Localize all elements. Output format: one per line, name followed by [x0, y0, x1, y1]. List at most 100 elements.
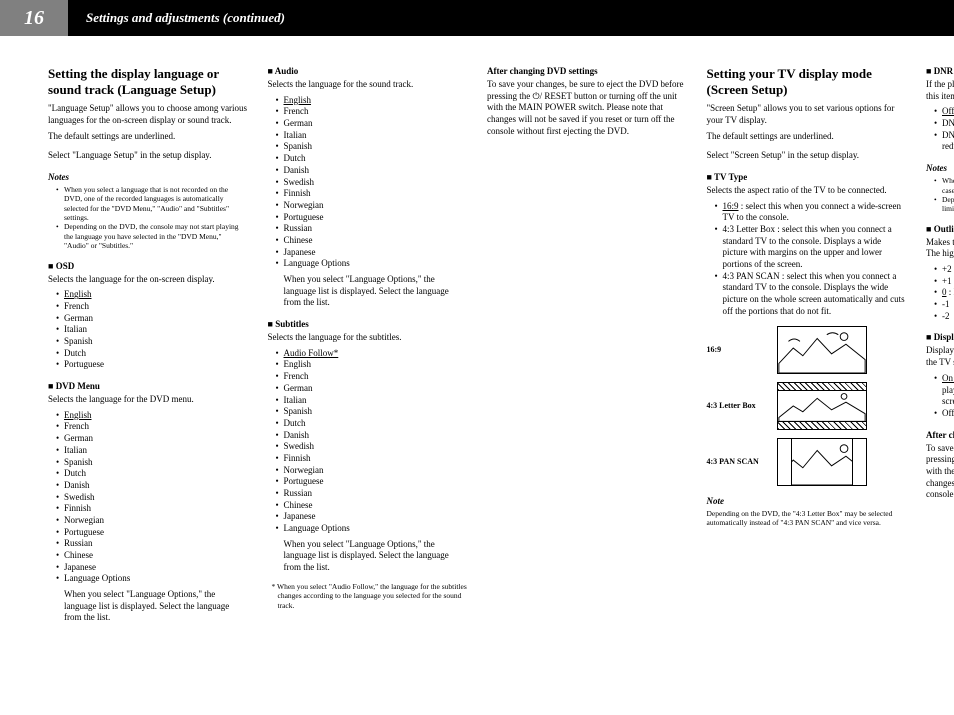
list-item: Italian [276, 395, 468, 407]
display-desc: Displays or turns off the playing status… [926, 345, 954, 368]
dnr-notes-label: Notes [926, 163, 954, 173]
outline-list: +2 +1 0 : Normally select this position.… [926, 264, 954, 322]
osd-heading: OSD [48, 261, 248, 271]
section1-intro3: Select "Language Setup" in the setup dis… [48, 150, 248, 162]
list-item: Japanese [276, 247, 468, 259]
outline-heading: Outline Sharpening [926, 224, 954, 234]
list-item: English [56, 410, 248, 422]
list-item: Finnish [56, 503, 248, 515]
list-item: Swedish [276, 441, 468, 453]
list-item: Norwegian [56, 515, 248, 527]
list-item: Spanish [56, 336, 248, 348]
aspect-panscan: 4:3 PAN SCAN [707, 438, 907, 486]
list-item: Italian [56, 445, 248, 457]
list-item: Language Options [276, 258, 468, 270]
page-body: Setting the display language or sound tr… [0, 36, 954, 676]
list-item: 0 : Normally select this position. [934, 287, 954, 299]
list-item: +2 [934, 264, 954, 276]
list-item: Italian [56, 324, 248, 336]
note-item: When you select a language that is not r… [56, 185, 248, 223]
note-item: Depending on the DVD, the DNR function m… [934, 195, 954, 214]
audio-desc: Selects the language for the sound track… [268, 79, 468, 91]
list-item: French [276, 106, 468, 118]
dnr-heading: DNR (Digital Noise Reduction) [926, 66, 954, 76]
subtitles-langopt-text: When you select "Language Options," the … [268, 539, 468, 574]
dnr-notes-list: When you select "DNR2," an afterimage ma… [926, 176, 954, 214]
list-item: Portuguese [276, 476, 468, 488]
list-item: Portuguese [56, 359, 248, 371]
list-item: Spanish [56, 457, 248, 469]
list-item: Spanish [276, 141, 468, 153]
list-item: Danish [276, 430, 468, 442]
aspect-figure-16-9 [777, 326, 867, 374]
list-item: Off : Normally select this position. [934, 106, 954, 118]
display-heading: Display [926, 332, 954, 342]
list-item: German [56, 313, 248, 325]
osd-desc: Selects the language for the on-screen d… [48, 274, 248, 286]
dvdmenu-langopt-text: When you select "Language Options," the … [48, 589, 248, 624]
list-item: +1 [934, 276, 954, 288]
list-item: 4:3 PAN SCAN : select this when you conn… [715, 271, 907, 318]
list-item: Audio Follow* [276, 348, 468, 360]
subtitles-list: Audio Follow* English French German Ital… [268, 348, 468, 535]
audio-langopt-text: When you select "Language Options," the … [268, 274, 468, 309]
list-item: Portuguese [56, 527, 248, 539]
aspect-16-9: 16:9 [707, 326, 907, 374]
after-change-text-2: To save your changes, be sure to eject t… [926, 443, 954, 501]
dnr-desc: If the playback picture has noise or int… [926, 79, 954, 102]
list-item: German [276, 118, 468, 130]
after-change-heading-1: After changing DVD settings [487, 66, 687, 76]
dvdmenu-heading: DVD Menu [48, 381, 248, 391]
list-item: Japanese [276, 511, 468, 523]
aspect-label: 4:3 PAN SCAN [707, 457, 777, 466]
aspect-figure-letterbox [777, 382, 867, 430]
tvtype-desc: Selects the aspect ratio of the TV to be… [707, 185, 907, 197]
after-change-text-1: To save your changes, be sure to eject t… [487, 79, 687, 137]
aspect-label: 16:9 [707, 345, 777, 354]
subtitles-heading: Subtitles [268, 319, 468, 329]
list-item: Russian [276, 223, 468, 235]
list-item: 16:9 : select this when you connect a wi… [715, 201, 907, 224]
header-title: Settings and adjustments (continued) [86, 10, 285, 26]
list-item: Dutch [56, 468, 248, 480]
tvtype-heading: TV Type [707, 172, 907, 182]
section2-intro3: Select "Screen Setup" in the setup displ… [707, 150, 907, 162]
list-item: Chinese [276, 500, 468, 512]
list-item: French [56, 421, 248, 433]
list-item: Dutch [276, 418, 468, 430]
list-item: Swedish [276, 177, 468, 189]
list-item: Chinese [276, 235, 468, 247]
list-item: Danish [276, 165, 468, 177]
page-number: 16 [0, 0, 68, 36]
tvtype-list: 16:9 : select this when you connect a wi… [707, 201, 907, 318]
tvtype-note-label: Note [707, 496, 907, 506]
list-item: DNR2 : makes the picture even clearer by… [934, 130, 954, 153]
list-item: Russian [276, 488, 468, 500]
display-list: On : When you operate the DVD player, th… [926, 373, 954, 420]
dvdmenu-list: English French German Italian Spanish Du… [48, 410, 248, 585]
list-item: Language Options [56, 573, 248, 585]
list-item: 4:3 Letter Box : select this when you co… [715, 224, 907, 271]
list-item: Finnish [276, 188, 468, 200]
tvtype-note-text: Depending on the DVD, the "4:3 Letter Bo… [707, 509, 907, 529]
list-item: Portuguese [276, 212, 468, 224]
note-item: Depending on the DVD, the console may no… [56, 222, 248, 250]
section2-intro1: "Screen Setup" allows you to set various… [707, 103, 907, 126]
list-item: Spanish [276, 406, 468, 418]
list-item: -2 [934, 311, 954, 323]
list-item: Off : The playing status is not displaye… [934, 408, 954, 420]
aspect-figure-panscan [777, 438, 867, 486]
list-item: DNR1 : makes the picture clear by reduci… [934, 118, 954, 130]
list-item: Italian [276, 130, 468, 142]
list-item: -1 [934, 299, 954, 311]
after-change-heading-2: After changing DVD settings [926, 430, 954, 440]
audio-heading: Audio [268, 66, 468, 76]
list-item: On : When you operate the DVD player, th… [934, 373, 954, 408]
list-item: Russian [56, 538, 248, 550]
section1-heading: Setting the display language or sound tr… [48, 66, 248, 97]
osd-list: English French German Italian Spanish Du… [48, 289, 248, 371]
list-item: Swedish [56, 492, 248, 504]
section1-notes-label: Notes [48, 172, 248, 182]
list-item: French [56, 301, 248, 313]
list-item: Danish [56, 480, 248, 492]
